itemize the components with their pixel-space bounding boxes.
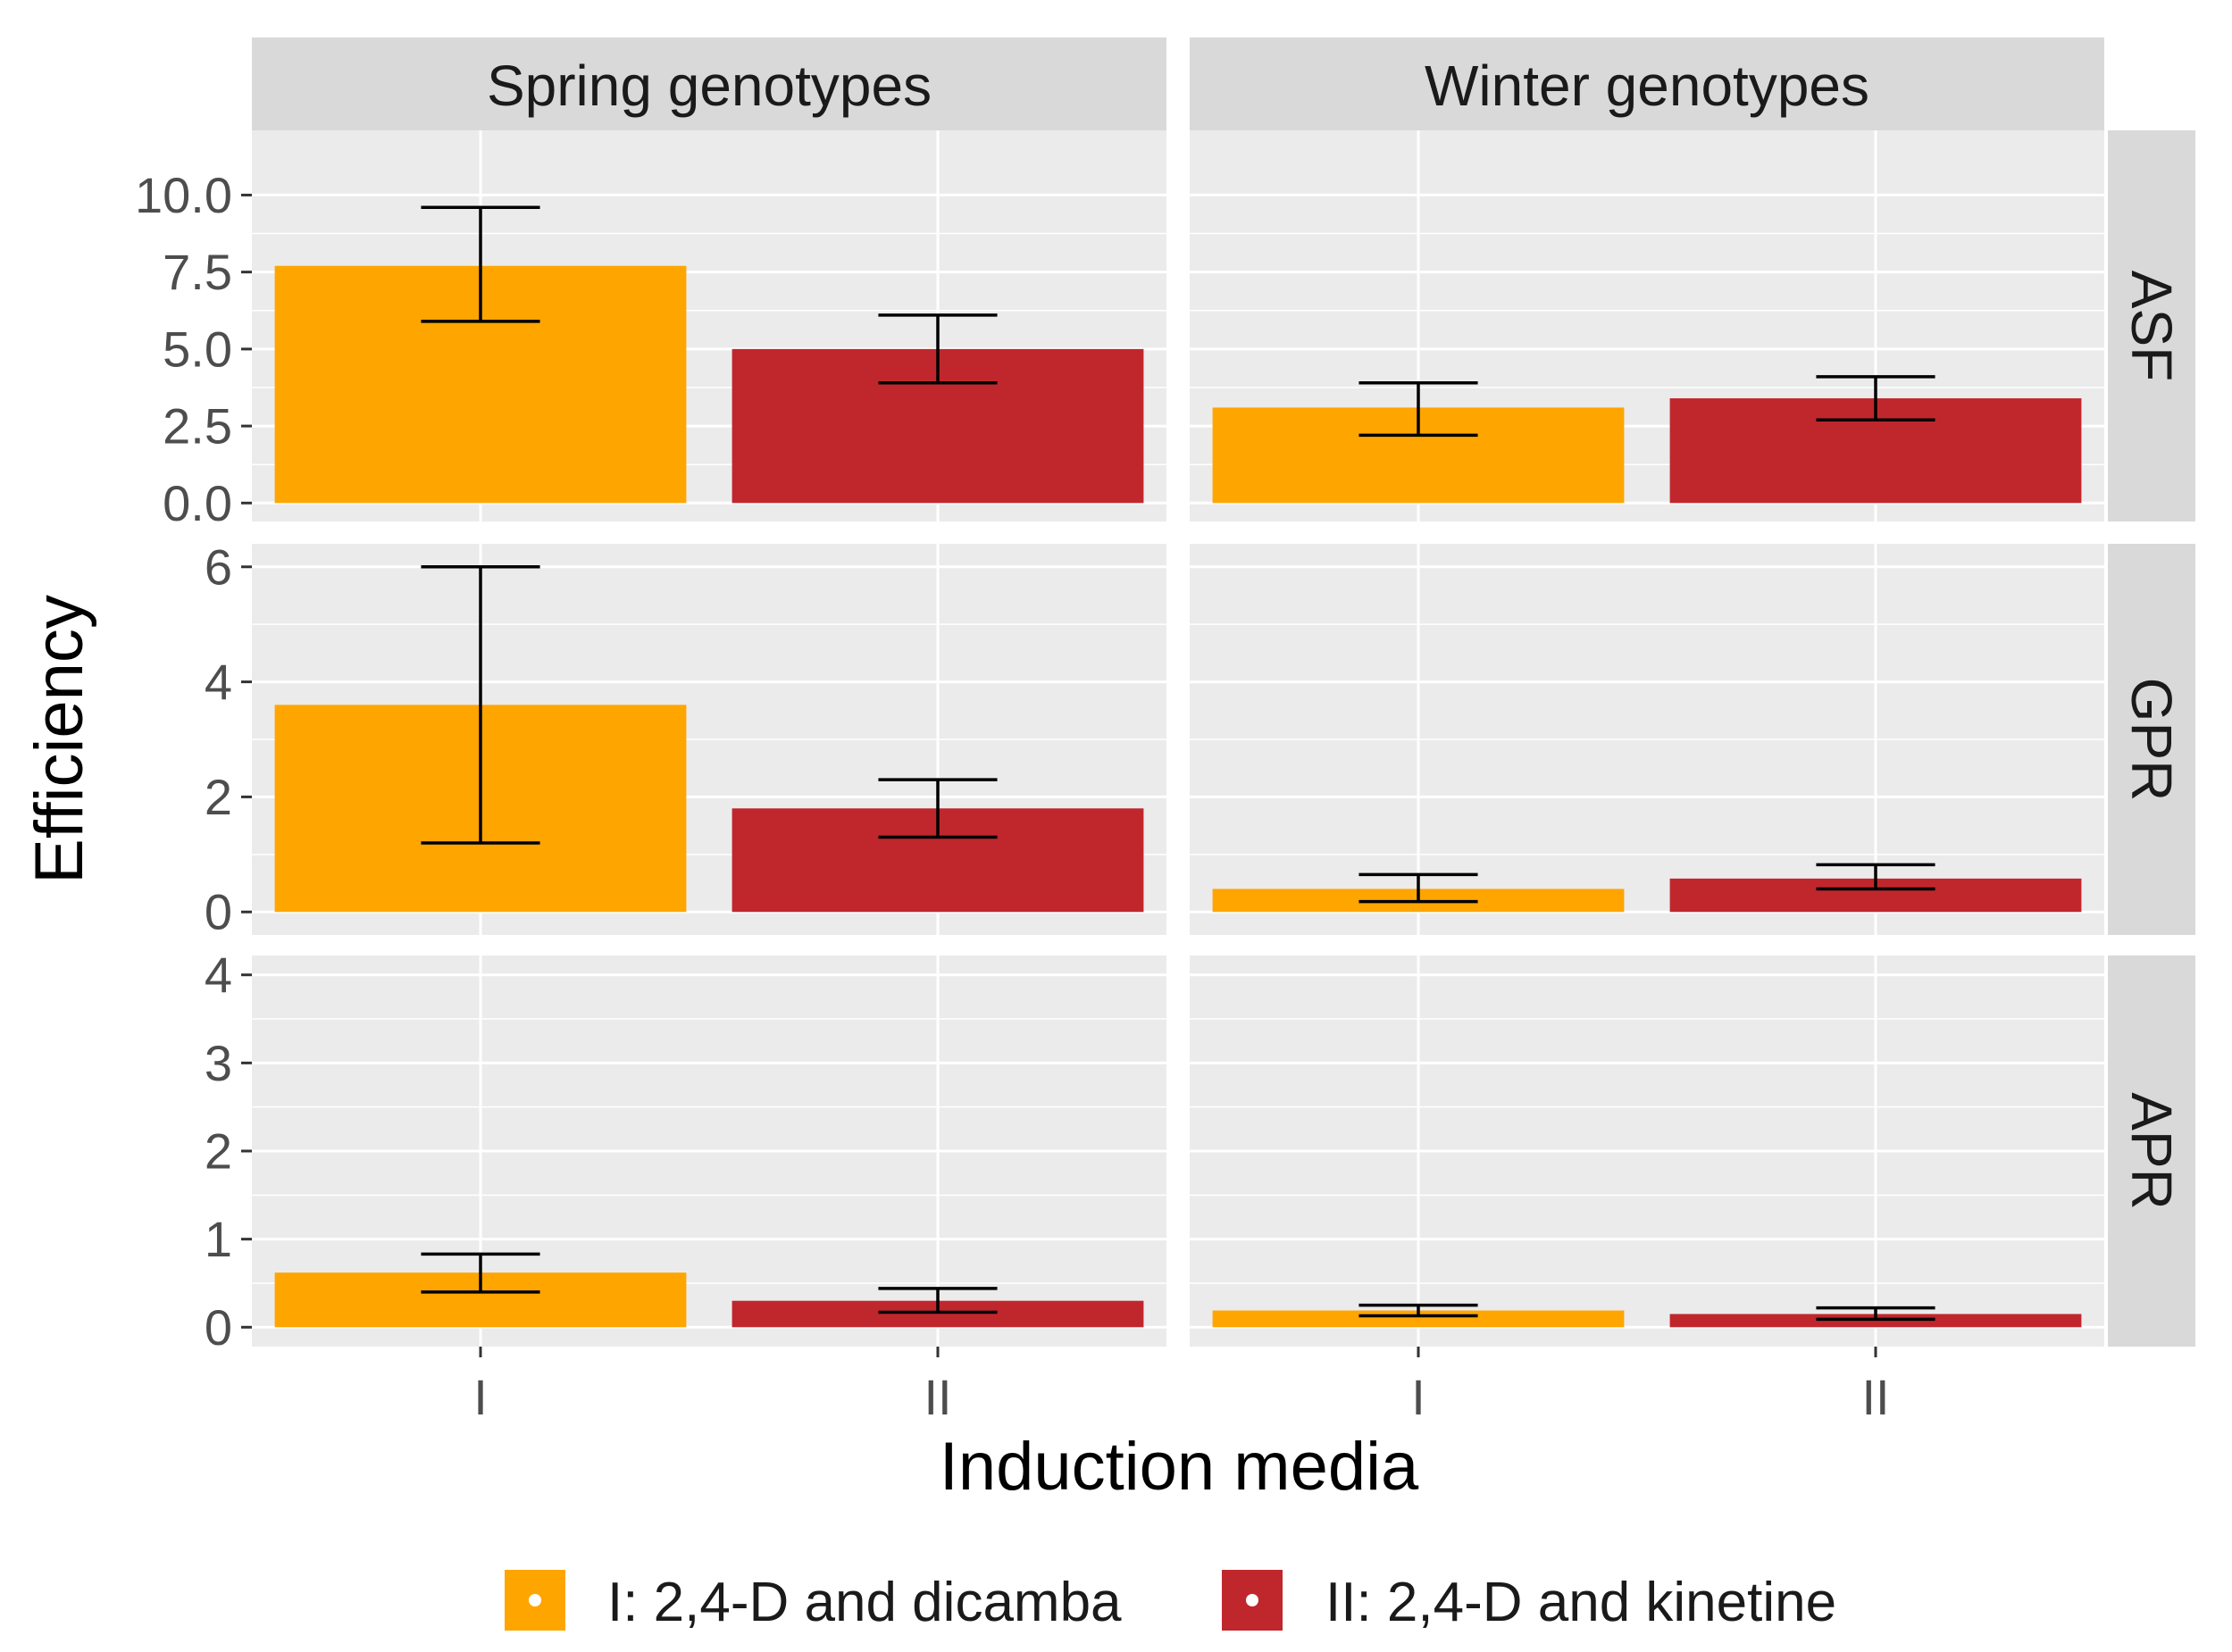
x-tick-label-1-I: I xyxy=(1411,1369,1425,1425)
y-tick-label-APR-1: 1 xyxy=(205,1211,232,1267)
y-tick-label-GPR-2: 4 xyxy=(205,654,232,710)
error-bar-GPR-1-II xyxy=(1816,863,1935,891)
panel-GPR-1 xyxy=(1190,544,2104,935)
y-tick-label-ASF-3: 7.5 xyxy=(163,244,232,300)
error-bar-ASF-0-II xyxy=(878,313,998,385)
y-tick-label-ASF-1: 2.5 xyxy=(163,398,232,455)
panel-APR-0 xyxy=(252,955,1166,1347)
legend-key-I-dot xyxy=(529,1594,541,1606)
row-strip-label-ASF: ASF xyxy=(2119,271,2184,381)
y-tick-label-GPR-0: 0 xyxy=(205,884,232,940)
row-strip-label-GPR: GPR xyxy=(2119,678,2184,802)
error-bar-GPR-0-I xyxy=(421,565,540,845)
row-strip-APR xyxy=(2108,955,2195,1347)
row-strip-GPR xyxy=(2108,544,2195,935)
y-tick-label-ASF-2: 5.0 xyxy=(163,321,232,377)
panel-GPR-0 xyxy=(252,544,1166,935)
error-bar-APR-1-II xyxy=(1816,1306,1935,1322)
y-tick-label-APR-3: 3 xyxy=(205,1035,232,1091)
y-tick-label-APR-2: 2 xyxy=(205,1123,232,1180)
error-bar-APR-0-I xyxy=(421,1252,540,1294)
x-tick-label-0-II: II xyxy=(924,1369,951,1425)
facet-strip-label-0: Spring genotypes xyxy=(487,54,932,118)
facet-strip-1 xyxy=(1190,38,2104,130)
error-bar-GPR-1-I xyxy=(1358,872,1478,904)
error-bar-ASF-1-I xyxy=(1358,381,1478,438)
y-tick-label-ASF-0: 0.0 xyxy=(163,475,232,531)
legend-key-II-dot xyxy=(1246,1594,1258,1606)
error-bar-GPR-0-II xyxy=(878,778,998,839)
facet-strip-label-1: Winter genotypes xyxy=(1425,54,1869,118)
panel-ASF-0 xyxy=(252,130,1166,521)
legend-label-II: II: 2,4-D and kinetine xyxy=(1325,1572,1836,1633)
y-tick-label-ASF-4: 10.0 xyxy=(135,167,232,223)
row-strip-label-APR: APR xyxy=(2119,1092,2184,1210)
panel-ASF-1 xyxy=(1190,130,2104,521)
legend: I: 2,4-D and dicamba II: 2,4-D and kinet… xyxy=(505,1570,1836,1633)
panels-layer xyxy=(252,130,2104,1347)
x-tick-label-0-I: I xyxy=(473,1369,488,1425)
error-bar-APR-1-I xyxy=(1358,1303,1478,1318)
error-bar-ASF-1-II xyxy=(1816,375,1935,421)
x-axis-title: Induction media xyxy=(940,1429,1419,1505)
facet-strip-0 xyxy=(252,38,1166,130)
strips-layer: Spring genotypes Winter genotypes ASF GPR AP… xyxy=(252,38,2195,1347)
y-axis-title: Efficiency xyxy=(21,595,97,884)
legend-label-I: I: 2,4-D and dicamba xyxy=(607,1572,1122,1633)
y-tick-label-APR-0: 0 xyxy=(205,1299,232,1356)
y-tick-label-GPR-3: 6 xyxy=(205,538,232,595)
y-tick-label-APR-4: 4 xyxy=(205,947,232,1003)
row-strip-ASF xyxy=(2108,130,2195,521)
panel-APR-1 xyxy=(1190,955,2104,1347)
y-tick-label-GPR-1: 2 xyxy=(205,769,232,825)
bar-APR-1-I xyxy=(1212,1310,1625,1328)
error-bar-APR-0-II xyxy=(878,1287,998,1314)
x-tick-label-1-II: II xyxy=(1861,1369,1889,1425)
error-bar-ASF-0-I xyxy=(421,205,540,323)
